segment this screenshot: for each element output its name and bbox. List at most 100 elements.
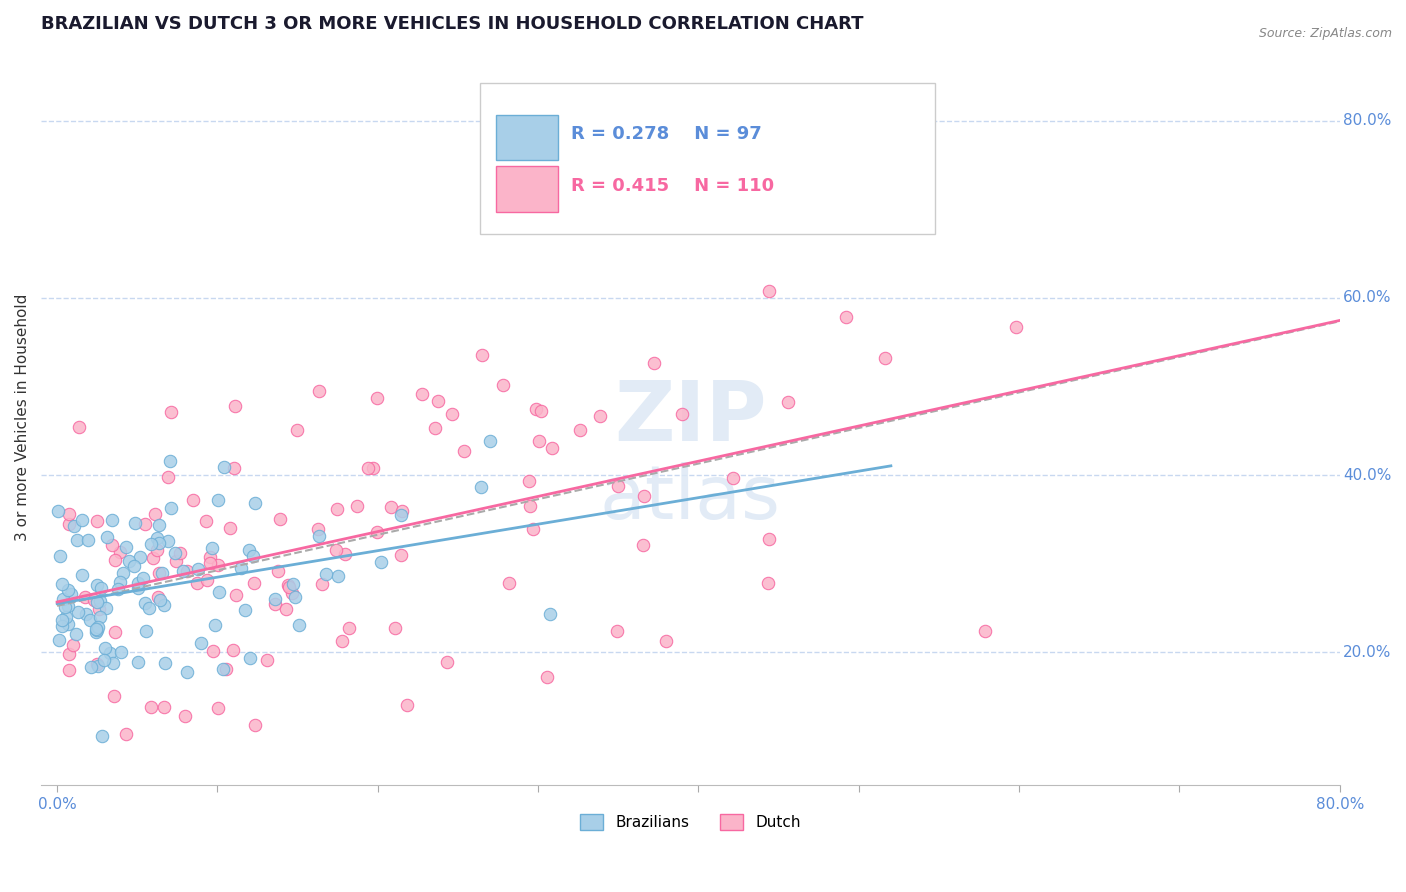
Text: BRAZILIAN VS DUTCH 3 OR MORE VEHICLES IN HOUSEHOLD CORRELATION CHART: BRAZILIAN VS DUTCH 3 OR MORE VEHICLES IN… <box>41 15 863 33</box>
Point <box>276 602 298 616</box>
Point <box>288 617 311 632</box>
Point <box>152 598 174 612</box>
Point <box>58 663 80 677</box>
Point <box>115 727 138 741</box>
Point <box>427 393 450 408</box>
Point <box>100 513 122 527</box>
Point <box>243 496 266 510</box>
Point <box>87 658 110 673</box>
Point <box>176 665 198 679</box>
Point <box>146 531 169 545</box>
Point <box>51 576 73 591</box>
Point <box>181 493 204 508</box>
Point <box>87 601 110 615</box>
Point <box>165 554 187 568</box>
Point <box>325 543 347 558</box>
Point <box>589 409 612 423</box>
Point <box>330 634 353 648</box>
Point <box>138 601 160 615</box>
Point <box>835 310 858 324</box>
Point <box>111 566 134 581</box>
Text: R = 0.415    N = 110: R = 0.415 N = 110 <box>571 177 775 194</box>
Point <box>195 514 218 528</box>
Point <box>134 597 156 611</box>
Point <box>436 655 458 669</box>
Point <box>84 625 107 640</box>
Point <box>127 581 149 595</box>
Point <box>86 595 108 609</box>
Text: R = 0.278    N = 97: R = 0.278 N = 97 <box>571 126 762 144</box>
Text: 80.0%: 80.0% <box>1343 113 1392 128</box>
Point <box>75 590 97 604</box>
Point <box>224 399 246 413</box>
Point <box>1005 320 1028 334</box>
Point <box>77 533 100 548</box>
Point <box>307 522 329 536</box>
Point <box>655 634 678 648</box>
Point <box>66 605 89 619</box>
Text: ZIP: ZIP <box>614 377 766 458</box>
Point <box>148 517 170 532</box>
Point <box>536 670 558 684</box>
Point <box>308 384 330 399</box>
Point <box>58 507 80 521</box>
Point <box>357 460 380 475</box>
Point <box>283 576 305 591</box>
Point <box>56 582 79 597</box>
Point <box>278 580 301 594</box>
Point <box>83 593 105 607</box>
Point <box>62 638 84 652</box>
Point <box>124 516 146 530</box>
Point <box>633 489 655 503</box>
Point <box>606 624 628 638</box>
Point <box>86 623 108 637</box>
Point <box>139 537 162 551</box>
Point <box>440 407 463 421</box>
Point <box>86 578 108 592</box>
Point <box>540 441 562 455</box>
Point <box>264 592 287 607</box>
Point <box>51 613 73 627</box>
Point <box>66 533 89 548</box>
Point <box>101 657 124 671</box>
Point <box>384 621 406 635</box>
Point <box>195 573 218 587</box>
Point <box>778 394 800 409</box>
Point <box>280 586 302 600</box>
Point <box>127 576 149 591</box>
Point <box>96 530 118 544</box>
Point <box>169 546 191 560</box>
Point <box>208 585 231 599</box>
Point <box>222 643 245 657</box>
Point <box>150 566 173 581</box>
Point <box>277 578 299 592</box>
Point <box>93 652 115 666</box>
Point <box>568 423 591 437</box>
Point <box>110 644 132 658</box>
Point <box>89 609 111 624</box>
Point <box>104 553 127 567</box>
Point <box>65 627 87 641</box>
Point <box>84 622 107 636</box>
Point <box>315 566 337 581</box>
Point <box>366 525 388 540</box>
Point <box>524 401 547 416</box>
Point <box>201 541 224 555</box>
Point <box>132 571 155 585</box>
Point <box>631 538 654 552</box>
Point <box>530 403 553 417</box>
Point <box>204 618 226 632</box>
Point <box>366 391 388 405</box>
Point <box>207 493 229 508</box>
Point <box>86 620 108 634</box>
Point <box>58 647 80 661</box>
Point <box>49 549 72 563</box>
Point <box>107 582 129 596</box>
Point <box>110 545 132 559</box>
Text: 40.0%: 40.0% <box>1343 467 1392 483</box>
Point <box>146 542 169 557</box>
Point <box>758 532 780 546</box>
Point <box>100 538 122 552</box>
Legend: Brazilians, Dutch: Brazilians, Dutch <box>574 808 807 837</box>
Point <box>69 419 91 434</box>
